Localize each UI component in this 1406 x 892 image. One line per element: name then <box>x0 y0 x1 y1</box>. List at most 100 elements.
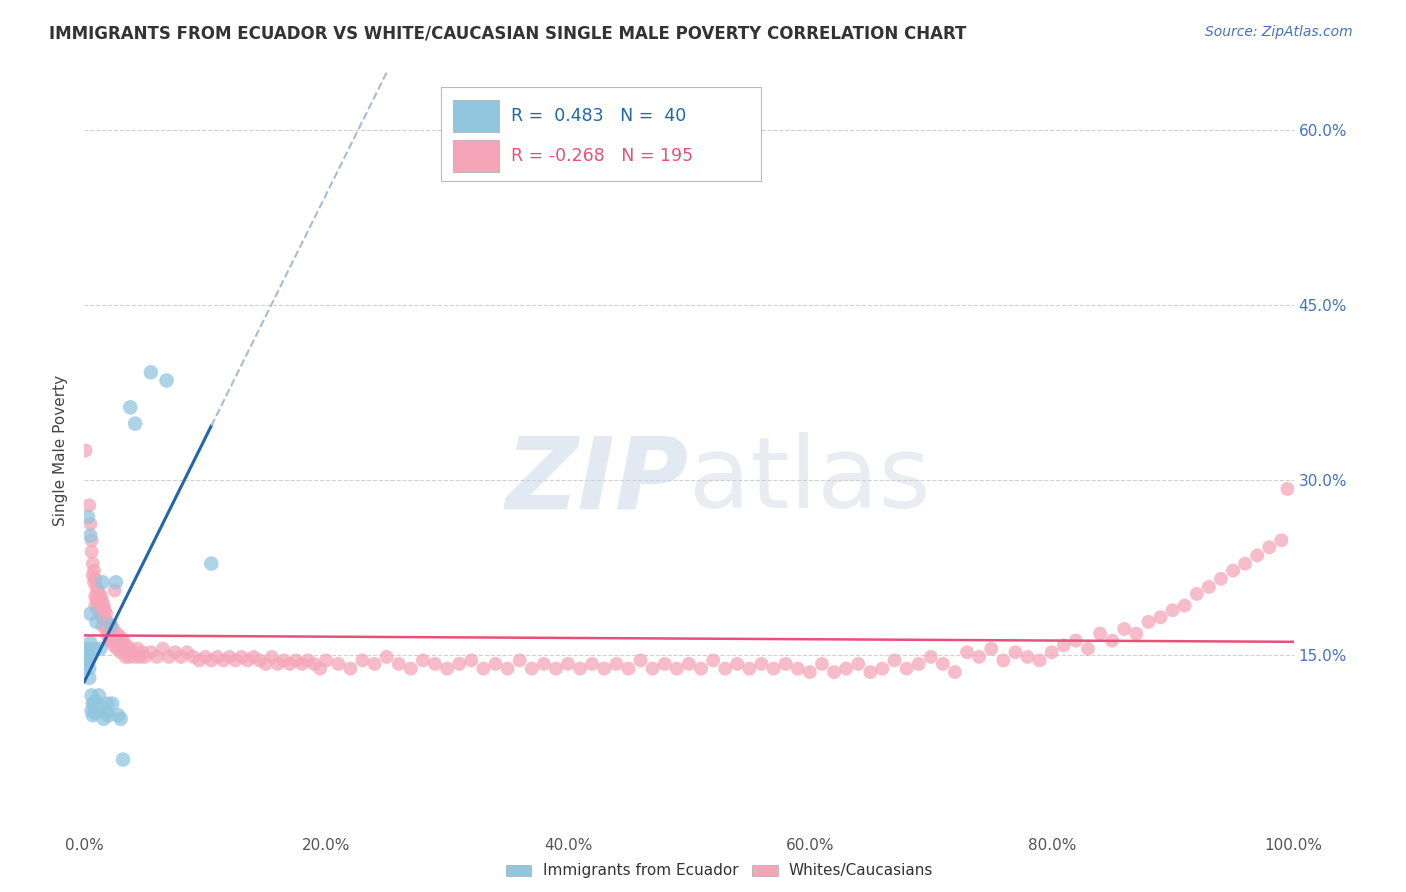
Point <box>112 641 135 656</box>
Point <box>920 649 942 664</box>
Point <box>593 662 616 676</box>
Point <box>339 662 361 676</box>
Point <box>108 638 131 652</box>
Point <box>907 657 929 671</box>
Point <box>90 603 112 617</box>
Point <box>107 708 129 723</box>
Point <box>207 649 229 664</box>
Point <box>93 712 115 726</box>
Point <box>242 649 264 664</box>
Point <box>110 645 132 659</box>
Point <box>139 365 162 379</box>
Point <box>1137 615 1160 629</box>
Point <box>86 580 108 594</box>
Point <box>105 641 128 656</box>
Point <box>87 689 110 703</box>
Point <box>77 510 100 524</box>
Point <box>118 649 141 664</box>
Point <box>1088 626 1111 640</box>
Point <box>96 697 118 711</box>
Point <box>1258 541 1281 555</box>
Point <box>80 533 103 548</box>
Point <box>96 626 118 640</box>
Point <box>509 653 531 667</box>
Point <box>120 401 142 415</box>
Point <box>91 575 114 590</box>
Point <box>725 657 748 671</box>
Point <box>77 645 100 659</box>
Point <box>86 595 108 609</box>
Point <box>110 712 132 726</box>
Point <box>520 662 543 676</box>
Point <box>1222 564 1244 578</box>
Point <box>641 662 664 676</box>
Point <box>94 607 117 621</box>
Point <box>176 645 198 659</box>
Point <box>302 657 325 671</box>
Point <box>1064 633 1087 648</box>
Point <box>1017 649 1039 664</box>
Point <box>170 649 193 664</box>
Point <box>111 638 134 652</box>
Point <box>77 671 100 685</box>
Point <box>101 697 124 711</box>
Point <box>83 575 105 590</box>
Y-axis label: Single Male Poverty: Single Male Poverty <box>53 375 69 526</box>
Point <box>278 657 301 671</box>
Point <box>436 662 458 676</box>
Point <box>97 630 120 644</box>
Point <box>388 657 411 671</box>
Point <box>146 649 169 664</box>
Point <box>89 607 111 621</box>
Point <box>104 583 127 598</box>
Point <box>352 653 374 667</box>
Point <box>1246 549 1268 563</box>
Point <box>786 662 808 676</box>
Point <box>967 649 990 664</box>
Point <box>86 603 108 617</box>
Point <box>932 657 955 671</box>
Point <box>134 649 156 664</box>
Point <box>80 545 103 559</box>
Point <box>823 665 845 679</box>
Point <box>82 697 104 711</box>
Point <box>107 633 129 648</box>
Point <box>103 622 125 636</box>
Point <box>472 662 495 676</box>
Point <box>569 662 592 676</box>
Point <box>412 653 434 667</box>
Point <box>872 662 894 676</box>
Point <box>94 615 117 629</box>
Point <box>630 653 652 667</box>
Point <box>883 653 905 667</box>
Point <box>581 657 603 671</box>
Point <box>956 645 979 659</box>
Point <box>249 653 271 667</box>
Point <box>91 595 114 609</box>
Point <box>200 557 222 571</box>
Point <box>1161 603 1184 617</box>
Point <box>799 665 821 679</box>
FancyBboxPatch shape <box>441 87 762 181</box>
Point <box>100 618 122 632</box>
Point <box>76 641 98 656</box>
Text: R =  0.483   N =  40: R = 0.483 N = 40 <box>512 107 686 125</box>
Text: Whites/Caucasians: Whites/Caucasians <box>789 863 934 878</box>
Point <box>94 622 117 636</box>
Point <box>484 657 506 671</box>
Point <box>1277 482 1299 496</box>
Point <box>79 528 101 542</box>
Point <box>131 645 153 659</box>
Point <box>112 633 135 648</box>
Point <box>79 636 101 650</box>
Point <box>87 587 110 601</box>
Point <box>115 638 138 652</box>
Point <box>98 622 121 636</box>
Text: R = -0.268   N = 195: R = -0.268 N = 195 <box>512 147 693 165</box>
Point <box>1101 633 1123 648</box>
Point <box>97 708 120 723</box>
Point <box>100 618 122 632</box>
Point <box>79 607 101 621</box>
Text: atlas: atlas <box>689 433 931 529</box>
Point <box>165 645 187 659</box>
